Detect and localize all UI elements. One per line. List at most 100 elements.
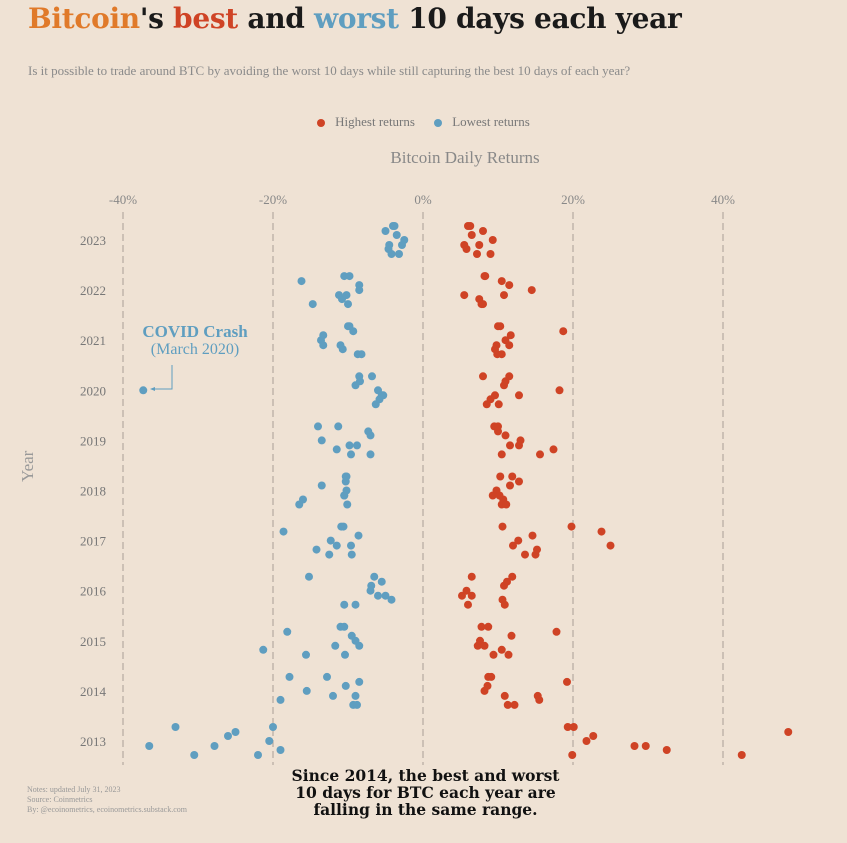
y-tick-label: 2022 [80,283,106,298]
low-return-point [355,372,364,381]
low-return-point [381,227,390,235]
high-return-point [500,600,509,609]
high-return-point [467,572,476,581]
high-return-point [475,241,484,249]
high-return-point [505,281,514,290]
callout-text: Since 2014, the best and worst 10 days f… [291,766,560,819]
low-return-point [145,742,154,750]
high-return-point [506,441,514,450]
title-bitcoin: Bitcoin [28,2,140,35]
low-return-point [338,345,347,354]
low-return-point [331,641,340,650]
low-return-point [254,751,262,759]
high-return-point [488,236,497,244]
high-return-point [497,277,506,286]
high-return-point [480,272,489,281]
y-tick-label: 2021 [80,333,106,348]
high-return-point [784,728,793,736]
title-worst: worst [314,2,399,35]
high-return-point [462,586,471,595]
high-return-point [494,422,502,431]
low-return-point [314,422,322,431]
high-return-point [568,751,577,759]
title-best: best [173,2,238,35]
high-return-point [484,672,493,681]
high-return-point [528,531,537,540]
low-return-point [353,350,362,359]
low-return-point [224,732,232,740]
low-return-point [355,286,364,295]
y-tick-label: 2019 [80,433,106,448]
low-return-point [343,500,352,509]
low-return-point [285,672,294,681]
low-return-point [351,691,360,700]
title-rest: 10 days each year [398,2,682,35]
high-return-point [480,686,489,695]
legend-label-high: Highest returns [335,114,415,129]
low-return-point [374,591,382,600]
low-return-point [377,391,386,400]
legend-dot-high [317,119,326,128]
high-return-point [559,327,568,336]
low-return-point [377,577,386,586]
high-return-point [507,631,516,640]
y-tick-label: 2023 [80,233,106,248]
high-return-point [630,742,639,750]
high-return-point [495,491,504,500]
high-return-point [467,231,476,239]
high-return-point [569,723,578,731]
high-return-point [496,322,505,331]
covid-annotation-date: (March 2020) [150,341,240,358]
high-return-point [737,751,746,759]
high-return-point [489,650,498,659]
low-return-point [387,595,396,604]
low-return-point [210,742,219,750]
low-return-point [317,436,326,445]
low-return-point [326,536,335,545]
low-return-point [332,445,341,454]
high-return-point [549,445,558,454]
covid-arrow-head [150,387,155,391]
low-return-point [299,495,307,504]
y-tick-label: 2018 [80,484,106,499]
high-return-point [527,286,536,295]
low-return-point [305,572,313,581]
high-return-point [502,500,511,509]
low-return-point [398,241,406,249]
high-return-point [536,450,544,459]
notes-source: Source: Coinmetrics [27,795,93,804]
high-return-point [473,250,481,258]
low-return-point [323,672,331,681]
high-return-point [480,641,489,650]
low-return-point [341,681,350,690]
low-return-point [329,691,337,700]
low-return-point [265,737,274,745]
high-return-point [503,577,511,586]
legend-item-low: Lowest returns [434,114,530,130]
chart-subtitle: Is it possible to trade around BTC by av… [28,63,631,78]
notes-updated: Notes: updated July 31, 2023 [27,785,121,794]
low-return-point [319,341,328,350]
high-return-point [515,477,523,486]
high-return-point [641,742,650,750]
low-return-point [366,450,375,459]
title-and: and [237,2,315,35]
high-return-point [535,695,544,704]
low-return-point [317,481,326,490]
high-return-point [555,386,564,395]
low-return-point [347,550,356,559]
high-return-point [477,300,486,309]
low-return-point [334,422,343,431]
high-return-point [498,522,507,531]
legend-label-low: Lowest returns [452,114,530,129]
x-tick-label: -20% [259,192,287,207]
high-return-point [477,622,486,631]
low-return-point [297,277,306,286]
low-return-point [171,723,180,731]
high-return-point [484,622,493,631]
low-return-point [355,677,364,686]
high-return-point [496,472,505,481]
high-return-point [563,723,572,731]
low-return-point [347,450,355,459]
